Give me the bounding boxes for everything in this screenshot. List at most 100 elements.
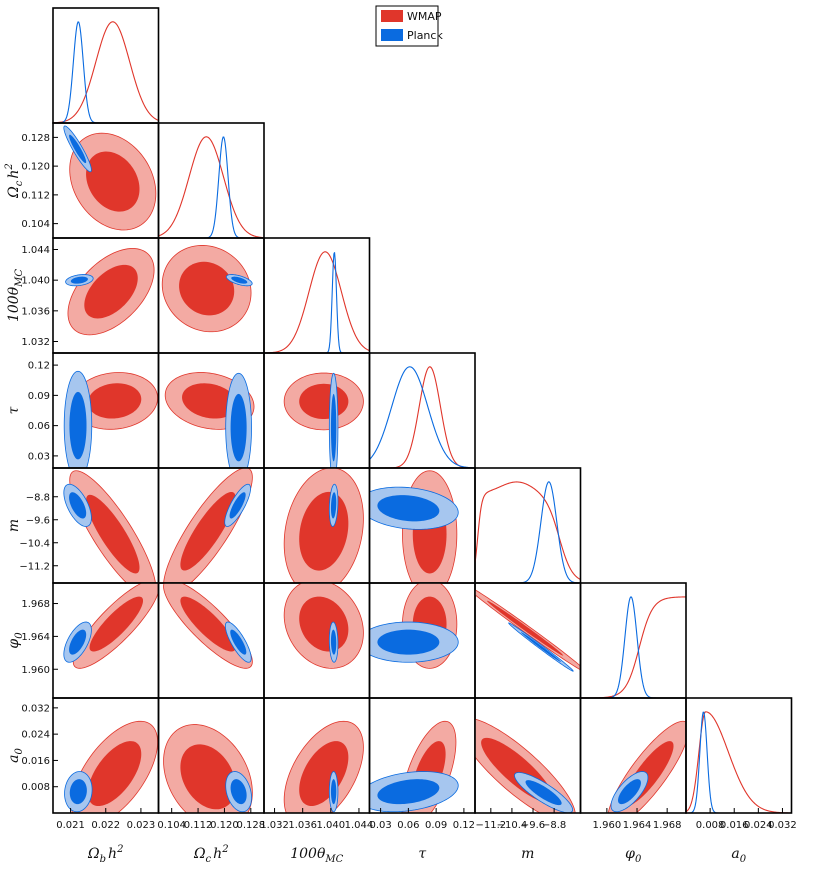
contour-68-planck-r6-c5 [618,779,641,805]
ytick-100theta_MC-3: 1.044 [21,245,50,256]
panel-r1-c1 [157,122,265,239]
contour-68-planck-r4-c3 [377,495,440,522]
ylabel-a_0: a0 [6,748,25,763]
panel-r6-c4: −11.2−10.4−9.6−8.8 [474,697,582,831]
xtick-Omega_c_h2-0: 0.104 [157,820,186,831]
ytick-m-2: −9.6 [26,515,50,526]
ytick-phi_0-0: 1.960 [21,665,50,676]
xtick-Omega_c_h2-3: 0.128 [236,820,265,831]
panel-r1-c0: 0.104 0.112 0.120 0.128 [21,122,160,239]
ytick-m-3: −8.8 [26,492,50,503]
ytick-a_0-1: 0.016 [21,756,50,767]
xtick-phi_0-2: 1.968 [653,820,682,831]
panel-r2-c1 [157,237,265,354]
contour-68-planck-r5-c3 [377,629,440,655]
ytick-a_0-0: 0.008 [21,782,50,793]
contour-68-planck-r2-c1 [231,276,248,284]
ytick-a_0-2: 0.024 [21,730,50,741]
marginal-curve-wmap-tau [369,366,475,468]
marginal-curve-planck-phi_0 [580,596,686,698]
contour-68-planck-r3-c2 [330,393,337,462]
legend-swatch-planck [381,29,403,41]
xtick-phi_0-0: 1.960 [593,820,622,831]
contour-68-planck-r5-c0 [69,629,87,655]
contour-68-wmap-r2-c0 [84,264,138,319]
contour-68-planck-r6-c0 [69,779,87,805]
xtick-m-3: −8.8 [542,820,566,831]
panel-r4-c3 [368,467,476,584]
contour-68-planck-r6-c2 [330,779,337,805]
panel-frame-r2-c2 [263,237,371,354]
marginal-curve-planck-m [475,481,581,583]
xtick-tau-1: 0.06 [397,820,419,831]
ytick-m-0: −11.2 [19,561,50,572]
marginal-curve-wmap-a_0 [686,711,792,813]
contour-68-wmap-r2-c1 [179,261,235,316]
xlabel-tau: τ [418,846,426,862]
panel-r4-c1 [157,467,265,584]
xlabel-Omega_b_h2: Ωb h2 [87,844,123,865]
ytick-phi_0-2: 1.968 [21,599,50,610]
contour-68-planck-r6-c3 [377,779,440,805]
ytick-tau-2: 0.09 [28,391,50,402]
contour-68-planck-r5-c4 [520,632,561,663]
xtick-100theta_MC-1: 1.036 [288,820,317,831]
panel-r5-c5 [579,582,687,699]
ytick-100theta_MC-0: 1.032 [21,337,50,348]
xtick-Omega_b_h2-2: 0.023 [127,820,156,831]
xtick-Omega_c_h2-1: 0.112 [184,820,213,831]
contour-68-wmap-r4-c0 [86,494,140,574]
panel-r5-c4 [474,582,582,699]
panel-r5-c0: 1.960 1.964 1.968 [21,582,160,699]
legend-label-planck: Planck [407,29,443,42]
contour-68-planck-r6-c1 [230,779,247,805]
ytick-a_0-3: 0.032 [21,703,50,714]
ylabel-Omega_c_h2: Ωch2 [4,163,25,199]
contour-68-wmap-r6-c0 [87,741,142,807]
panel-r6-c2: 1.032 1.036 1.040 1.044 [260,697,373,831]
marginal-curve-planck-100theta_MC [264,252,370,353]
xtick-Omega_b_h2-1: 0.022 [91,820,120,831]
panel-frame-r6-c6 [685,697,793,814]
contour-68-planck-r6-c4 [525,780,562,806]
xlabel-100theta_MC: 100θMC [290,846,343,865]
ylabel-tau: τ [6,406,22,414]
contour-68-planck-r1-c0 [69,134,87,164]
contour-68-planck-r2-c0 [70,276,88,284]
xlabel-phi_0: φ0 [625,846,642,865]
panel-r6-c5: 1.960 1.964 1.968 [579,697,687,831]
panel-r0-c0 [52,7,160,124]
marginal-curve-planck-tau [369,366,475,468]
xtick-m-0: −11.2 [475,820,506,831]
ytick-phi_0-1: 1.964 [21,632,50,643]
panel-r3-c0: 0.03 0.06 0.09 0.12 [28,352,160,469]
marginal-curve-planck-a_0 [686,711,792,813]
contour-68-wmap-r1-c0 [86,151,140,212]
contour-68-planck-r4-c0 [69,492,87,519]
panel-r5-c2 [263,582,371,699]
xlabel-a_0: a0 [731,846,746,865]
ytick-Omega_c_h2-0: 0.104 [21,219,50,230]
ylabel-phi_0: φ0 [6,632,25,649]
ytick-tau-3: 0.12 [28,361,50,372]
xtick-phi_0-1: 1.964 [623,820,652,831]
contour-68-wmap-r4-c1 [180,491,236,571]
panel-frame-r3-c3 [368,352,476,469]
panel-r5-c1 [157,582,265,699]
contour-68-wmap-r3-c1 [182,383,238,419]
panel-frame-r5-c5 [579,582,687,699]
xtick-a_0-2: 0.024 [744,820,773,831]
panel-r4-c4 [474,467,582,584]
contour-68-planck-r3-c1 [230,393,247,462]
panel-r3-c3 [368,352,476,469]
xtick-a_0-1: 0.016 [720,820,749,831]
xlabel-m: m [521,846,534,862]
legend: WMAP Planck [375,5,443,47]
panel-r4-c0: −11.2 −10.4 −9.6 −8.8 [19,467,160,584]
marginal-curve-wmap-phi_0 [580,596,686,698]
marginal-curve-wmap-100theta_MC [264,251,370,353]
contour-68-wmap-r3-c0 [87,383,142,419]
